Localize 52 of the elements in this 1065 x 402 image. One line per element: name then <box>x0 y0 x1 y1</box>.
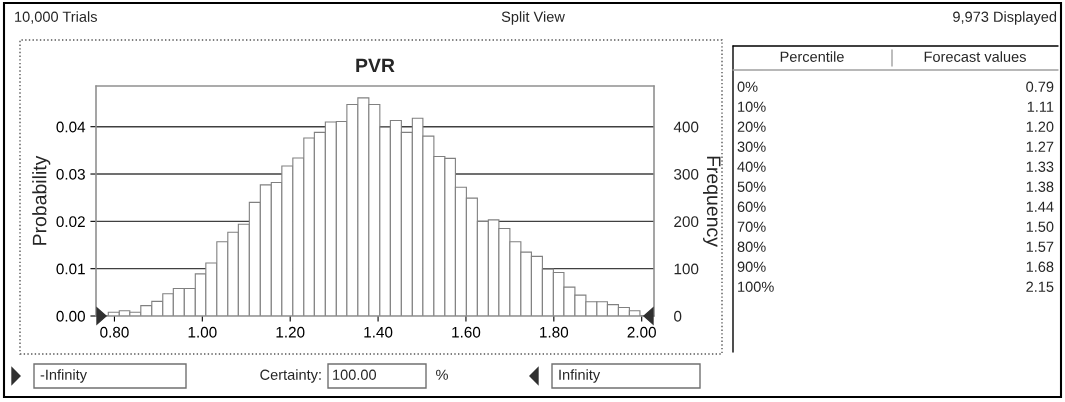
x-tick-label: 2.00 <box>627 326 656 338</box>
text: Percentile <box>780 51 844 62</box>
text: 9,973 Displayed <box>953 11 1057 25</box>
x-tick-label: 1.80 <box>540 326 569 338</box>
text: 100.00 <box>333 369 377 380</box>
text: 0% <box>737 81 758 92</box>
text: 10,000 Trials <box>15 11 97 24</box>
x-tick-label: 1.60 <box>452 326 481 338</box>
text: 60% <box>737 201 766 212</box>
y2-tick-label: 400 <box>673 121 699 133</box>
text: 1.11 <box>1027 101 1054 112</box>
y-tick-label: 0.01 <box>56 263 85 275</box>
text: Forecast values <box>924 51 1026 62</box>
text: 40% <box>737 161 766 172</box>
text: 1.57 <box>1026 241 1054 252</box>
text: Infinity <box>559 369 601 383</box>
text: 0.79 <box>1026 81 1054 92</box>
text: 1.33 <box>1026 161 1054 172</box>
y2-tick-label: 300 <box>674 168 699 180</box>
text: 1.68 <box>1026 261 1054 272</box>
text: Certainty: <box>260 369 321 383</box>
chart-title: PVR <box>356 58 395 73</box>
text: 80% <box>737 241 766 252</box>
text: 20% <box>737 121 766 132</box>
text: 50% <box>737 181 766 192</box>
y2-tick-label: 0 <box>674 310 682 322</box>
x-tick-label: 1.40 <box>364 326 393 338</box>
y2-tick-label: 100 <box>674 263 699 275</box>
text: 2.15 <box>1026 281 1054 292</box>
text: 1.44 <box>1026 201 1054 212</box>
text: 70% <box>737 221 766 232</box>
text: 10% <box>738 101 766 112</box>
text: 1.50 <box>1026 221 1054 232</box>
y2-tick-label: 200 <box>674 216 699 228</box>
text: 1.20 <box>1026 121 1054 132</box>
y-tick-label: 0.04 <box>56 121 86 133</box>
y-axis-title: Probability <box>32 155 51 245</box>
x-tick-label: 1.00 <box>188 326 217 338</box>
text: 1.38 <box>1026 181 1054 192</box>
text: 100% <box>738 281 774 292</box>
y2-axis-title: Frequency <box>703 156 721 247</box>
text: Split View <box>501 11 565 25</box>
x-tick-label: 0.80 <box>100 326 129 338</box>
text: 30% <box>737 141 766 152</box>
text: -Infinity <box>40 369 87 383</box>
text: 1.27 <box>1026 141 1054 152</box>
y-tick-label: 0.00 <box>56 310 85 322</box>
x-tick-label: 1.20 <box>276 326 305 338</box>
text: 90% <box>737 261 766 272</box>
y-tick-label: 0.03 <box>56 168 85 180</box>
text: % <box>436 369 448 380</box>
y-tick-label: 0.02 <box>56 216 85 228</box>
